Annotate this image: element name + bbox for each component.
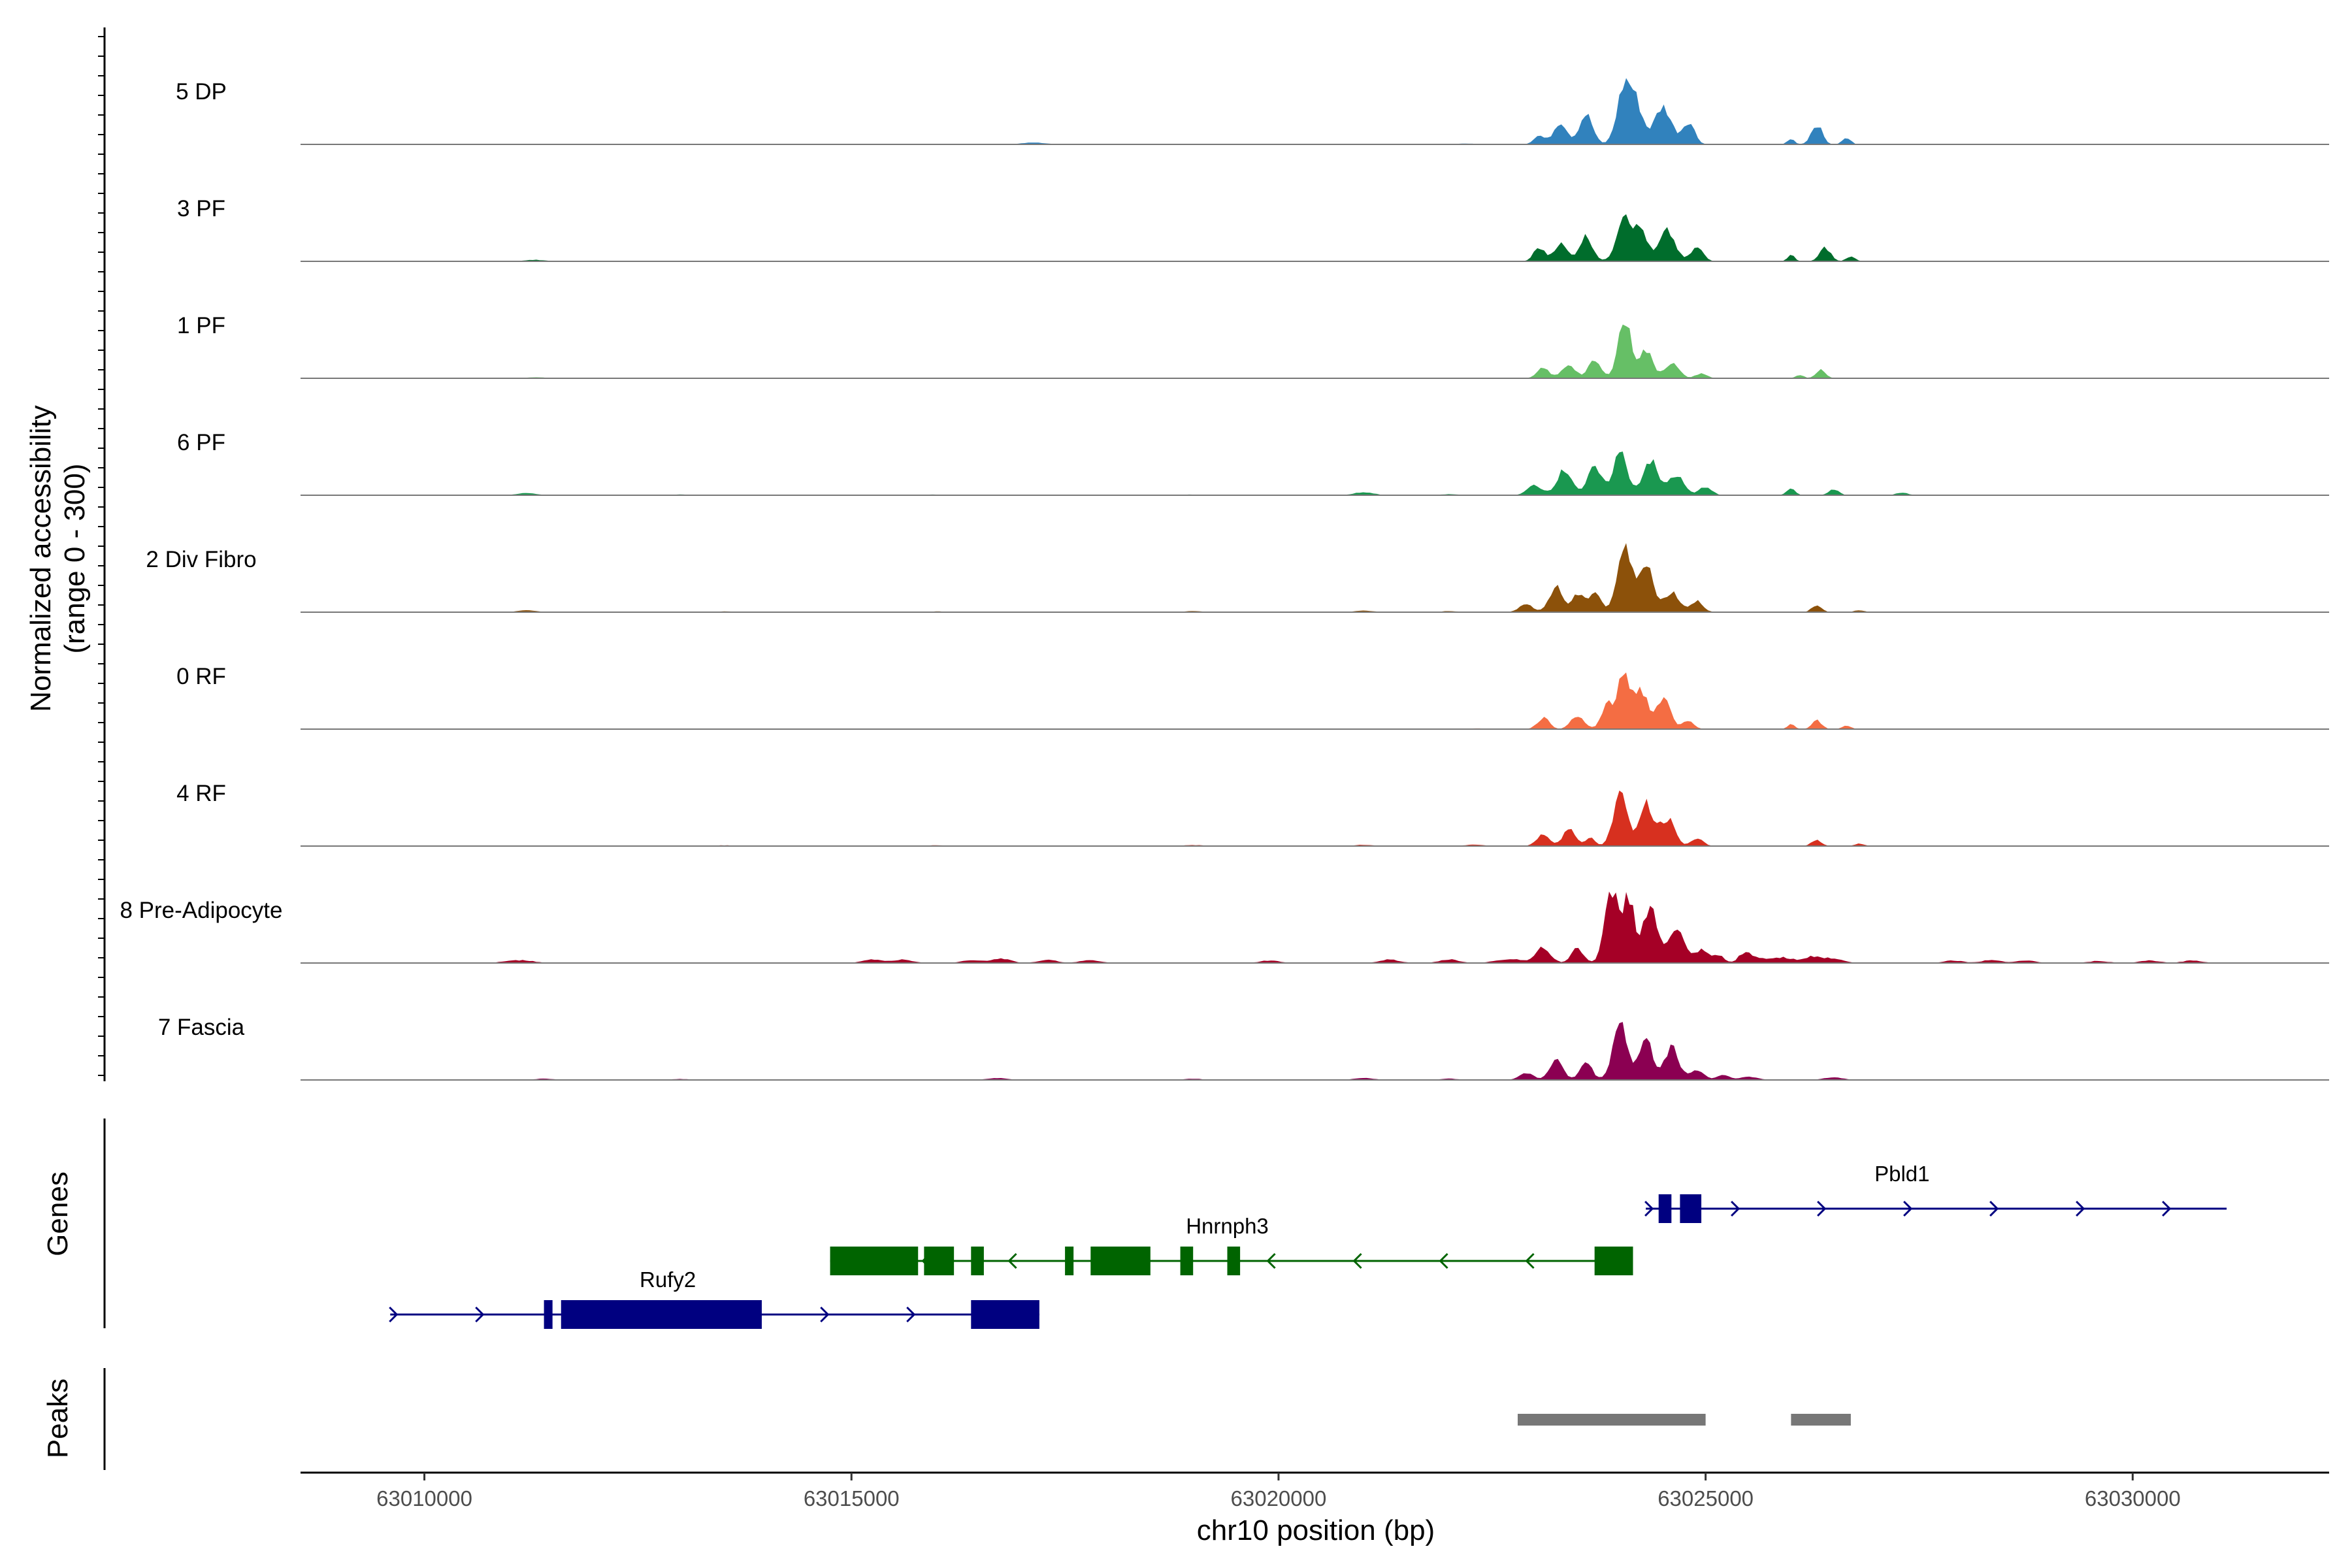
strand-arrow: [2162, 1200, 2172, 1217]
x-tick-label: 63020000: [1231, 1486, 1327, 1511]
x-tick-label: 63025000: [1658, 1486, 1754, 1511]
gene-exon: [1065, 1247, 1074, 1275]
track-3-pf: 3 PF: [177, 196, 2329, 262]
track-label: 3 PF: [177, 196, 225, 221]
track-7-fascia: 7 Fascia: [158, 1015, 2329, 1081]
coverage-area: [301, 891, 2329, 963]
gene-rufy2: Rufy2: [389, 1267, 1039, 1329]
gene-hnrnph3: Hnrnph3: [830, 1214, 1633, 1275]
x-tick-label: 63030000: [2085, 1486, 2181, 1511]
strand-arrow: [1903, 1200, 1913, 1217]
track-4-rf: 4 RF: [176, 781, 2329, 847]
track-8-pre-adipocyte: 8 Pre-Adipocyte: [120, 891, 2329, 964]
coverage-tracks: 5 DP 3 PF 1 PF 6 PF 2 Div Fibro 0 RF 4 RF 8 Pre…: [120, 78, 2329, 1081]
y-axis-subtitle: (range 0 - 300): [59, 463, 91, 653]
gene-label: Rufy2: [640, 1267, 696, 1292]
strand-arrow: [1731, 1200, 1740, 1217]
peak-region: [1518, 1414, 1706, 1426]
x-tick-label: 63015000: [804, 1486, 900, 1511]
genes-label: Genes: [42, 1171, 74, 1256]
peaks-label: Peaks: [42, 1379, 74, 1458]
peak-track: [1518, 1414, 1851, 1426]
strand-arrow: [1525, 1252, 1535, 1269]
track-1-pf: 1 PF: [177, 313, 2329, 379]
strand-arrow: [475, 1306, 485, 1323]
gene-exon: [830, 1247, 919, 1275]
peak-region: [1791, 1414, 1851, 1426]
gene-pbld1: Pbld1: [1644, 1162, 2227, 1223]
track-2-div-fibro: 2 Div Fibro: [146, 543, 2329, 613]
strand-arrow: [1007, 1252, 1017, 1269]
gene-label: Pbld1: [1874, 1162, 1929, 1186]
y-axis: [98, 27, 106, 1081]
strand-arrow: [820, 1306, 830, 1323]
coverage-area: [301, 451, 2329, 495]
x-axis: 63010000 63015000 63020000 63025000 63030000: [301, 1471, 2329, 1511]
strand-arrow: [1352, 1252, 1362, 1269]
track-label: 7 Fascia: [158, 1015, 245, 1040]
x-axis-title: chr10 position (bp): [1197, 1514, 1435, 1546]
gene-exon: [971, 1247, 984, 1275]
strand-arrow: [906, 1306, 916, 1323]
strand-arrow: [1439, 1252, 1448, 1269]
track-label: 4 RF: [176, 781, 226, 806]
gene-exon: [561, 1300, 762, 1329]
track-5-dp: 5 DP: [176, 78, 2329, 145]
track-label: 8 Pre-Adipocyte: [120, 898, 282, 923]
coverage-area: [301, 78, 2329, 144]
strand-arrow: [1989, 1200, 1999, 1217]
strand-arrow: [1817, 1200, 1827, 1217]
gene-exon: [1227, 1247, 1241, 1275]
coverage-area: [301, 214, 2329, 261]
coverage-area: [301, 543, 2329, 612]
gene-exon: [1680, 1194, 1702, 1223]
gene-exon: [1658, 1194, 1672, 1223]
track-label: 1 PF: [177, 313, 225, 338]
gene-exon: [971, 1300, 1039, 1329]
coverage-area: [301, 791, 2329, 846]
x-tick-label: 63010000: [376, 1486, 472, 1511]
track-label: 0 RF: [176, 664, 226, 689]
coverage-area: [301, 1022, 2329, 1080]
strand-arrow: [2076, 1200, 2085, 1217]
coverage-area: [301, 672, 2329, 729]
track-0-rf: 0 RF: [176, 664, 2329, 730]
gene-exon: [544, 1300, 553, 1329]
strand-arrow: [1266, 1252, 1276, 1269]
gene-label: Hnrnph3: [1186, 1214, 1269, 1238]
gene-exon: [1180, 1247, 1194, 1275]
y-axis-title: Normalized accessibility: [25, 405, 57, 711]
track-label: 2 Div Fibro: [146, 547, 256, 572]
strand-arrow: [389, 1306, 399, 1323]
gene-exon: [1594, 1247, 1633, 1275]
gene-track: Pbld1 Hnrnph3 Rufy2: [389, 1162, 2227, 1329]
gene-exon: [924, 1247, 955, 1275]
coverage-area: [301, 324, 2329, 378]
strand-arrow: [1644, 1200, 1654, 1217]
track-label: 5 DP: [176, 79, 227, 105]
track-6-pf: 6 PF: [177, 430, 2329, 496]
gene-exon: [1090, 1247, 1151, 1275]
track-label: 6 PF: [177, 430, 225, 455]
